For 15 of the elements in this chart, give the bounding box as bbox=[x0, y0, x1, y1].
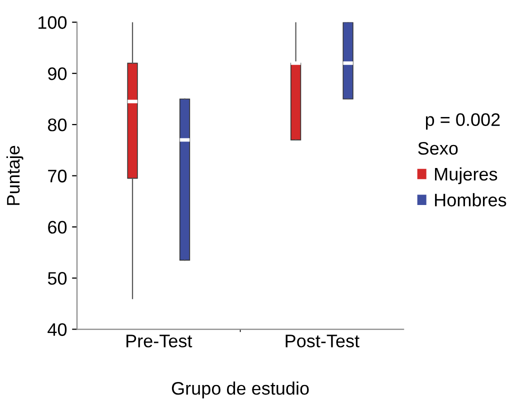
y-tick-label: 50 bbox=[48, 272, 67, 285]
y-tick-label: 100 bbox=[38, 16, 67, 29]
text: p = 0.002 bbox=[426, 113, 500, 130]
legend-label: Hombres bbox=[435, 193, 506, 206]
y-tick-label: 80 bbox=[48, 118, 67, 132]
y-tick-label: 70 bbox=[48, 170, 67, 182]
x-tick-label: Post-Test bbox=[286, 334, 360, 348]
x-tick-label: Pre-Test bbox=[126, 334, 192, 348]
y-tick-label: 90 bbox=[48, 67, 67, 80]
y-tick-label: 40 bbox=[48, 323, 67, 336]
y-axis-title: Puntaje bbox=[6, 146, 24, 205]
legend-label: Mujeres bbox=[435, 167, 498, 184]
legend-title: Sexo bbox=[418, 142, 458, 155]
y-tick-label: 60 bbox=[48, 220, 67, 234]
x-axis-title: Grupo de estudio bbox=[172, 382, 309, 398]
